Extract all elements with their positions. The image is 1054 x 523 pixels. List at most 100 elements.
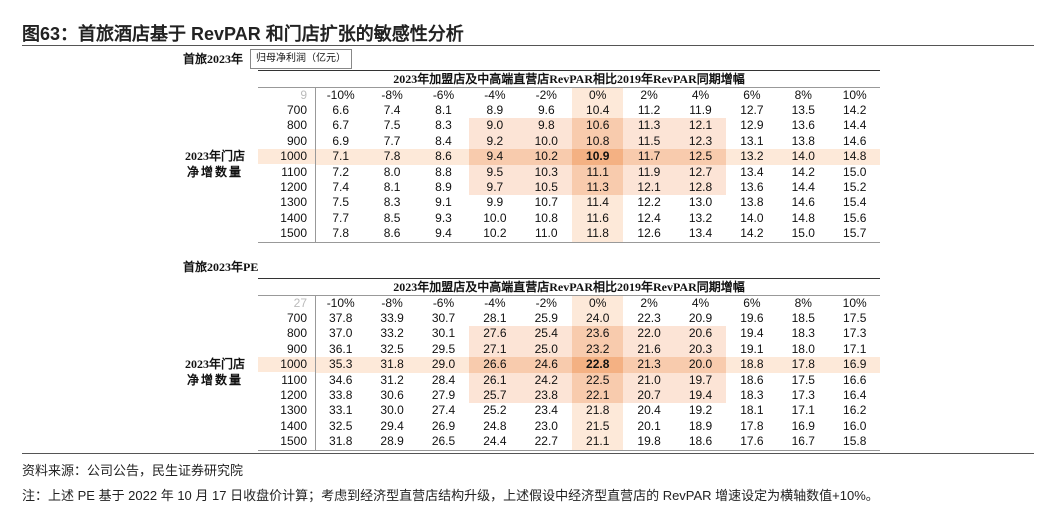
table-cell: 12.5 bbox=[674, 149, 727, 165]
table-cell: 27.6 bbox=[469, 326, 521, 342]
table-label: 首旅2023年PE bbox=[183, 260, 259, 274]
row-label: 700 bbox=[286, 311, 307, 325]
table-cell: 13.4 bbox=[740, 164, 764, 179]
table-cell: 21.1 bbox=[572, 434, 624, 450]
table-cell: 7.7 bbox=[332, 210, 350, 225]
table-cell: 10.2 bbox=[483, 226, 507, 241]
table-cell: 29.4 bbox=[380, 418, 404, 433]
table-cell: 35.3 bbox=[315, 357, 367, 373]
table-cell: 16.2 bbox=[843, 403, 867, 418]
table-line bbox=[258, 241, 880, 243]
table-cell: 30.1 bbox=[431, 326, 456, 341]
table-cell: 16.4 bbox=[843, 388, 867, 402]
table-cell: 12.7 bbox=[674, 164, 727, 180]
table-cell: 6.6 bbox=[332, 103, 350, 117]
table-cell: 32.5 bbox=[329, 418, 353, 433]
table-cell: 15.4 bbox=[843, 195, 867, 210]
table-cell: 20.0 bbox=[674, 357, 727, 373]
table-cell: 10.9 bbox=[572, 149, 624, 165]
table-cell: 21.3 bbox=[623, 357, 675, 373]
table-cell: 17.5 bbox=[791, 372, 815, 387]
table-cell: 18.0 bbox=[791, 341, 815, 356]
table-cell: 14.2 bbox=[740, 226, 764, 241]
table-cell: 12.1 bbox=[674, 118, 727, 134]
table-cell: 25.9 bbox=[534, 311, 558, 325]
row-label: 900 bbox=[286, 133, 307, 148]
table-cell: 22.5 bbox=[572, 372, 624, 388]
column-label: 10% bbox=[842, 296, 867, 310]
table-line bbox=[315, 296, 316, 450]
table-cell: 9.0 bbox=[469, 118, 521, 134]
column-label: 8% bbox=[794, 88, 812, 102]
table-cell: 31.8 bbox=[366, 357, 418, 373]
table-cell: 17.8 bbox=[740, 418, 764, 433]
row-header: 2023年门店 bbox=[184, 357, 245, 372]
row-label: 800 bbox=[286, 118, 307, 133]
table-cell: 17.1 bbox=[843, 341, 867, 356]
footer-rule bbox=[22, 453, 1034, 454]
table-cell: 11.7 bbox=[623, 149, 675, 165]
table-cell: 27.9 bbox=[431, 388, 456, 402]
column-header: 2023年加盟店及中高端直营店RevPAR相比2019年RevPAR同期增幅 bbox=[393, 72, 745, 86]
row-label: 1400 bbox=[280, 418, 307, 433]
table-cell: 22.7 bbox=[534, 434, 558, 449]
table-cell: 8.9 bbox=[486, 103, 504, 117]
table-cell: 14.4 bbox=[843, 118, 867, 133]
table-cell: 19.7 bbox=[674, 372, 727, 388]
table-cell: 18.8 bbox=[726, 357, 778, 373]
table-cell: 12.6 bbox=[637, 226, 661, 241]
table-cell: 8.6 bbox=[417, 149, 470, 165]
table-cell: 15.6 bbox=[843, 210, 867, 225]
row-label: 800 bbox=[286, 326, 307, 341]
table-cell: 18.5 bbox=[791, 311, 815, 325]
table-cell: 21.0 bbox=[623, 372, 675, 388]
table-cell: 12.3 bbox=[674, 133, 727, 150]
table-cell: 9.4 bbox=[435, 226, 452, 241]
table-cell: 11.8 bbox=[572, 226, 624, 242]
table-cell: 22.0 bbox=[623, 326, 675, 342]
row-label: 1300 bbox=[280, 403, 307, 418]
table-cell: 16.9 bbox=[829, 357, 881, 373]
header-line bbox=[258, 87, 880, 88]
column-label: -8% bbox=[381, 296, 403, 310]
table-cell: 7.4 bbox=[383, 103, 401, 117]
column-label: 0% bbox=[572, 88, 624, 103]
table-cell: 11.9 bbox=[689, 103, 712, 117]
table-cell: 9.6 bbox=[537, 103, 555, 117]
table-cell: 12.7 bbox=[740, 103, 764, 117]
table-cell: 34.6 bbox=[329, 372, 353, 387]
table-cell: 14.2 bbox=[843, 103, 867, 117]
table-cell: 7.8 bbox=[366, 149, 418, 165]
table-cell: 10.3 bbox=[520, 164, 572, 180]
table-cell: 13.0 bbox=[688, 195, 713, 210]
column-label: 8% bbox=[794, 296, 812, 310]
table-cell: 18.3 bbox=[791, 326, 815, 341]
table-cell: 16.0 bbox=[843, 418, 867, 433]
table-cell: 32.5 bbox=[380, 341, 404, 356]
table-cell: 24.0 bbox=[572, 311, 624, 327]
table-cell: 22.1 bbox=[572, 388, 624, 404]
row-header: 净增数量 bbox=[186, 372, 243, 387]
row-header: 2023年门店 bbox=[184, 149, 245, 164]
table-cell: 28.4 bbox=[431, 372, 456, 387]
table-cell: 16.9 bbox=[791, 418, 815, 433]
table-cell: 10.8 bbox=[572, 133, 624, 150]
table-cell: 7.1 bbox=[315, 149, 367, 165]
table-cell: 26.9 bbox=[431, 418, 456, 433]
corner: 9 bbox=[300, 88, 307, 102]
table-cell: 13.2 bbox=[688, 210, 713, 225]
table-line bbox=[258, 449, 880, 451]
table-cell: 9.7 bbox=[469, 180, 521, 196]
table-cell: 26.5 bbox=[431, 434, 456, 449]
table-cell: 18.3 bbox=[740, 388, 764, 402]
table-cell: 19.8 bbox=[637, 434, 661, 449]
table-cell: 27.1 bbox=[469, 341, 521, 358]
table-cell: 20.7 bbox=[623, 388, 675, 404]
table-line bbox=[315, 88, 316, 242]
table-cell: 7.2 bbox=[332, 164, 350, 179]
row-label: 1100 bbox=[281, 372, 307, 387]
table-cell: 25.0 bbox=[520, 341, 572, 358]
metric-box: 归母净利润（亿元） bbox=[250, 49, 352, 69]
table-cell: 8.5 bbox=[383, 210, 401, 225]
table-cell: 9.4 bbox=[469, 149, 521, 165]
